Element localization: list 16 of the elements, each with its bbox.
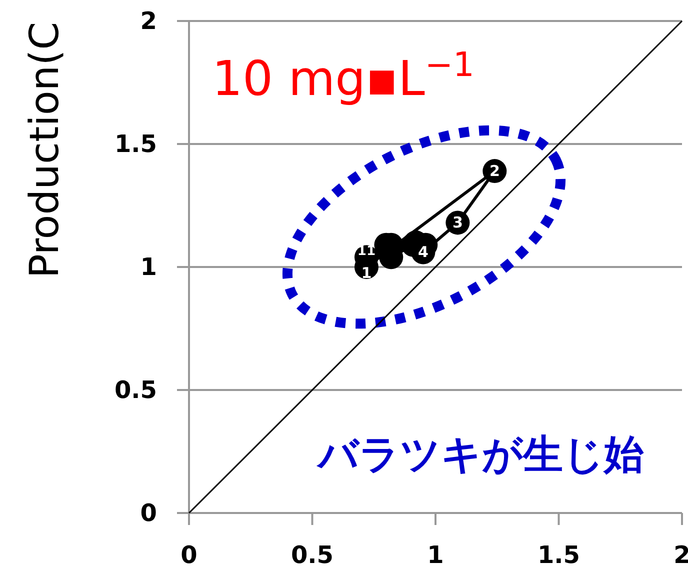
annotation: 2 [489, 162, 500, 180]
x-tick-label: 1.5 [537, 541, 580, 569]
annotation: 10 mg▪L$^{−1}$ [212, 44, 474, 107]
y-tick-label: 1 [140, 253, 157, 281]
y-axis-title: Production(C [22, 22, 68, 278]
x-tick-label: 1 [427, 541, 444, 569]
y-tick-label: 0.5 [114, 376, 157, 404]
y-tick-label: 0 [140, 499, 157, 527]
x-tick-label: 2 [674, 541, 688, 569]
annotation: バラツキが生じ始 [316, 432, 644, 478]
annotation: 3 [452, 214, 463, 232]
annotation: 1 [361, 264, 372, 282]
x-tick-label: 0 [180, 541, 198, 569]
y-tick-label: 1.5 [114, 130, 157, 158]
x-tick-label: 0.5 [290, 541, 334, 569]
y-tick-label: 2 [140, 7, 157, 35]
